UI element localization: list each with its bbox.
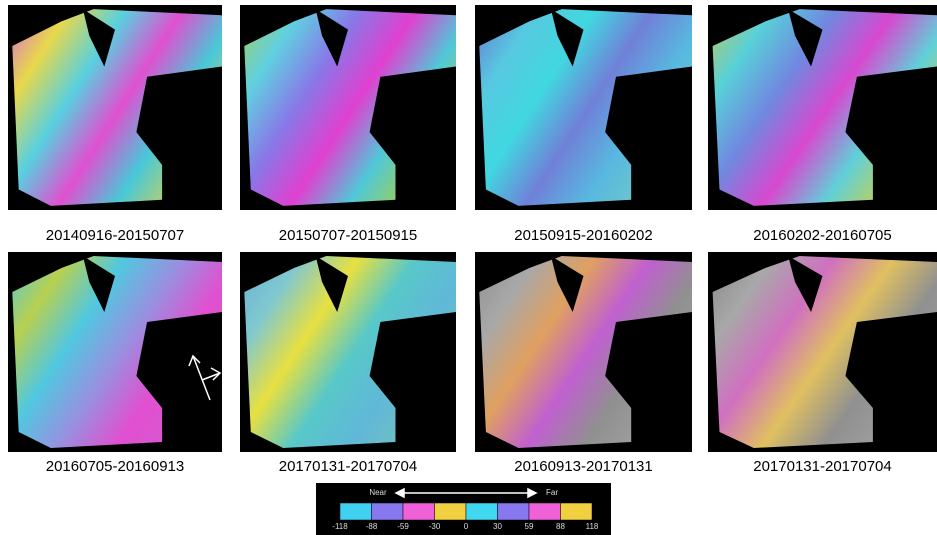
panel-label: 20160202-20160705 — [753, 227, 891, 244]
colorbar-tick-label: 30 — [493, 522, 502, 531]
colorbar-cell — [372, 503, 404, 520]
colorbar-tick-label: -30 — [429, 522, 441, 531]
panel — [8, 252, 222, 452]
colorbar-tick-label: 88 — [556, 522, 565, 531]
panel-label: 20170131-20170704 — [279, 458, 417, 475]
colorbar-tick-label: 59 — [525, 522, 534, 531]
colorbar: Near Far -118 -88 -59 -30 0 30 59 88 118 — [316, 483, 611, 535]
colorbar-cell — [403, 503, 435, 520]
colorbar-cell — [529, 503, 561, 520]
page: Near Far -118 -88 -59 -30 0 30 59 88 118 2014091… — [0, 0, 937, 535]
panel — [240, 5, 456, 210]
colorbar-tick-label: -59 — [397, 522, 409, 531]
panel-label: 20160913-20170131 — [514, 458, 652, 475]
panel — [708, 252, 937, 452]
near-label: Near — [369, 488, 387, 497]
colorbar-cell — [561, 503, 593, 520]
panel-label: 20150915-20160202 — [514, 227, 652, 244]
colorbar-tick-label: -118 — [332, 522, 348, 531]
panel-label: 20140916-20150707 — [46, 227, 184, 244]
panel-label: 20150707-20150915 — [279, 227, 417, 244]
panel-label: 20170131-20170704 — [753, 458, 891, 475]
colorbar-tick-label: -88 — [366, 522, 378, 531]
figure: Near Far -118 -88 -59 -30 0 30 59 88 118 2014091… — [0, 0, 937, 535]
panel — [8, 5, 222, 210]
panel-label: 20160705-20160913 — [46, 458, 184, 475]
panel — [708, 5, 937, 210]
colorbar-cell — [340, 503, 372, 520]
colorbar-cell — [435, 503, 467, 520]
panel — [475, 252, 692, 452]
colorbar-cell — [466, 503, 498, 520]
colorbar-tick-label: 118 — [586, 522, 599, 531]
far-label: Far — [546, 488, 558, 497]
panel — [475, 5, 692, 210]
panel — [240, 252, 456, 452]
colorbar-tick-label: 0 — [464, 522, 469, 531]
colorbar-cell — [498, 503, 530, 520]
